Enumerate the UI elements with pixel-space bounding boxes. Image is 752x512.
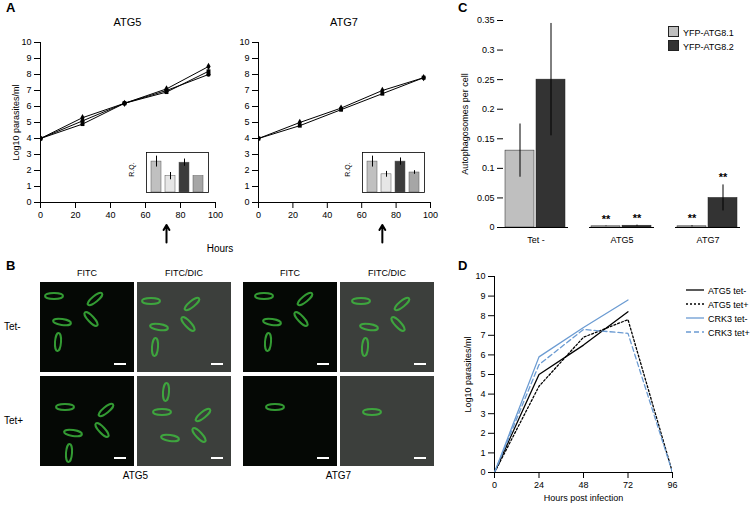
html-text:YFP-ATG8.2: YFP-ATG8.2 — [683, 42, 734, 52]
svg-text:72: 72 — [623, 480, 633, 490]
html-text:ATG5: ATG5 — [122, 470, 149, 481]
svg-text:10: 10 — [239, 37, 249, 47]
html-text:Hours: Hours — [206, 243, 234, 254]
svg-text:10: 10 — [475, 271, 485, 281]
svg-text:9: 9 — [244, 53, 249, 63]
html-text:D: D — [458, 258, 468, 273]
svg-text:100: 100 — [423, 210, 438, 220]
svg-text:**: ** — [688, 212, 697, 224]
svg-text:4: 4 — [26, 133, 31, 143]
html-text:Tet+: Tet+ — [4, 415, 24, 426]
svg-text:1: 1 — [244, 181, 249, 191]
svg-text:0.15: 0.15 — [477, 134, 495, 144]
svg-text:8: 8 — [480, 311, 485, 321]
svg-text:3: 3 — [26, 149, 31, 159]
svg-text:**: ** — [719, 171, 728, 183]
svg-text:0: 0 — [492, 480, 497, 490]
svg-text:0: 0 — [38, 210, 43, 220]
svg-text:2: 2 — [480, 428, 485, 438]
svg-text:0.25: 0.25 — [477, 75, 495, 85]
svg-text:5: 5 — [26, 117, 31, 127]
html-text:ATG5 tet+: ATG5 tet+ — [708, 300, 749, 310]
svg-text:4: 4 — [480, 389, 485, 399]
svg-text:0: 0 — [489, 222, 494, 232]
svg-text:4: 4 — [244, 133, 249, 143]
svg-text:0.2: 0.2 — [482, 104, 495, 114]
svg-text:20: 20 — [70, 210, 80, 220]
html-text:R.Q.: R.Q. — [127, 162, 135, 177]
svg-text:96: 96 — [667, 480, 677, 490]
html-text:FITC/DIC: FITC/DIC — [368, 268, 406, 278]
html-text:YFP-ATG8.1: YFP-ATG8.1 — [683, 28, 734, 38]
svg-text:7: 7 — [26, 85, 31, 95]
svg-text:0.05: 0.05 — [477, 193, 495, 203]
svg-text:Log10 parasites/ml: Log10 parasites/ml — [11, 84, 21, 160]
svg-text:2: 2 — [244, 165, 249, 175]
svg-text:Log10 parasites/ml: Log10 parasites/ml — [463, 336, 473, 412]
html-text:Tet-: Tet- — [4, 321, 21, 332]
svg-text:7: 7 — [480, 330, 485, 340]
svg-text:10: 10 — [21, 37, 31, 47]
svg-text:6: 6 — [480, 350, 485, 360]
svg-text:6: 6 — [244, 101, 249, 111]
svg-text:80: 80 — [391, 210, 401, 220]
html-text:CRK3 tet-: CRK3 tet- — [708, 314, 748, 324]
svg-text:7: 7 — [244, 85, 249, 95]
svg-text:Hours post infection: Hours post infection — [544, 493, 624, 503]
html-text:B: B — [6, 258, 16, 273]
svg-text:8: 8 — [244, 69, 249, 79]
svg-text:0.1: 0.1 — [482, 163, 495, 173]
html-text:FITC/DIC: FITC/DIC — [165, 268, 203, 278]
html-text:FITC: FITC — [77, 268, 97, 278]
html-text:CRK3 tet+: CRK3 tet+ — [708, 328, 750, 338]
svg-text:0: 0 — [26, 197, 31, 207]
svg-text:100: 100 — [208, 210, 223, 220]
svg-text:0.3: 0.3 — [482, 45, 495, 55]
html-text:ATG5 tet-: ATG5 tet- — [708, 286, 747, 296]
svg-text:80: 80 — [175, 210, 185, 220]
html-text:A: A — [6, 0, 16, 15]
svg-text:0.35: 0.35 — [477, 15, 495, 25]
svg-text:60: 60 — [357, 210, 367, 220]
svg-text:0: 0 — [480, 467, 485, 477]
svg-text:ATG7: ATG7 — [697, 235, 720, 245]
svg-text:0: 0 — [244, 197, 249, 207]
svg-text:24: 24 — [534, 480, 544, 490]
svg-text:60: 60 — [140, 210, 150, 220]
svg-text:8: 8 — [26, 69, 31, 79]
svg-text:9: 9 — [26, 53, 31, 63]
html-text:ATG5: ATG5 — [113, 16, 142, 28]
html-text:C: C — [458, 0, 468, 15]
svg-text:ATG5: ATG5 — [611, 235, 634, 245]
svg-text:5: 5 — [244, 117, 249, 127]
svg-text:1: 1 — [480, 448, 485, 458]
svg-text:5: 5 — [480, 369, 485, 379]
svg-text:9: 9 — [480, 291, 485, 301]
svg-text:3: 3 — [244, 149, 249, 159]
svg-text:0: 0 — [256, 210, 261, 220]
html-text:R.Q.: R.Q. — [343, 162, 351, 177]
svg-text:**: ** — [633, 212, 642, 224]
html-text:ATG7: ATG7 — [325, 470, 352, 481]
svg-text:Autophagosomes per cell: Autophagosomes per cell — [460, 73, 470, 175]
svg-text:2: 2 — [26, 165, 31, 175]
svg-text:40: 40 — [322, 210, 332, 220]
svg-text:6: 6 — [26, 101, 31, 111]
svg-text:Tet -: Tet - — [527, 235, 545, 245]
svg-text:**: ** — [602, 213, 611, 225]
svg-text:20: 20 — [288, 210, 298, 220]
svg-text:48: 48 — [578, 480, 588, 490]
html-text:ATG7: ATG7 — [330, 16, 358, 28]
html-text:FITC: FITC — [280, 268, 300, 278]
svg-text:3: 3 — [480, 409, 485, 419]
svg-text:1: 1 — [26, 181, 31, 191]
svg-text:40: 40 — [105, 210, 115, 220]
